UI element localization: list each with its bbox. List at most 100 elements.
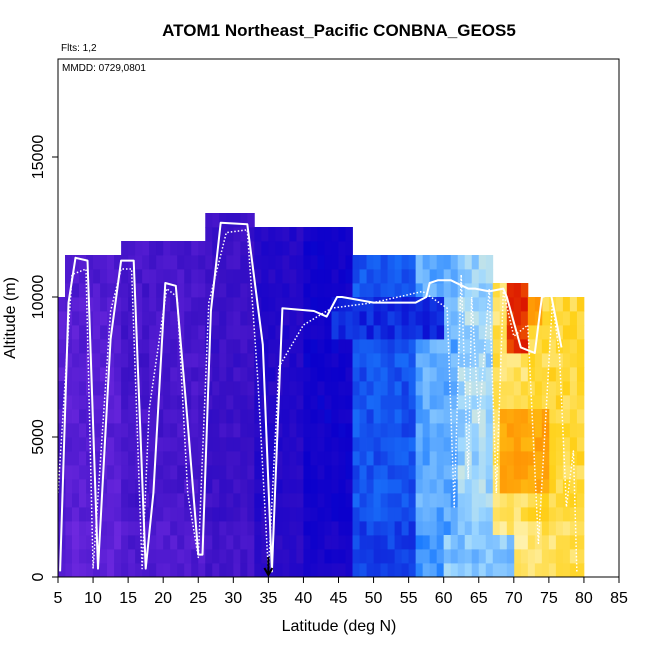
heatmap-cell: [275, 549, 283, 564]
heatmap-cell: [128, 437, 136, 452]
heatmap-cell: [149, 535, 157, 550]
heatmap-cell: [121, 521, 129, 536]
heatmap-cell: [443, 549, 452, 564]
heatmap-cell: [569, 507, 578, 522]
heatmap-cell: [548, 535, 557, 550]
heatmap-cell: [331, 353, 339, 368]
heatmap-cell: [422, 479, 431, 494]
heatmap-cell: [268, 521, 276, 536]
heatmap-cell: [513, 521, 522, 536]
heatmap-cell: [128, 241, 136, 256]
heatmap-cell: [359, 409, 367, 424]
heatmap-cell: [156, 437, 164, 452]
heatmap-cell: [156, 241, 164, 256]
heatmap-cell: [317, 521, 325, 536]
heatmap-cell: [93, 423, 101, 438]
heatmap-cell: [177, 479, 185, 494]
heatmap-cell: [359, 325, 367, 340]
heatmap-cell: [520, 563, 529, 577]
heatmap-cell: [555, 409, 564, 424]
heatmap-cell: [233, 535, 241, 550]
heatmap-cell: [408, 269, 417, 284]
heatmap-cell: [303, 311, 311, 326]
heatmap-cell: [205, 409, 213, 424]
heatmap-cell: [569, 381, 578, 396]
heatmap-cell: [212, 563, 220, 577]
x-tick-label: 15: [119, 590, 137, 607]
heatmap-cell: [282, 409, 290, 424]
heatmap-cell: [324, 451, 332, 466]
heatmap-cell: [177, 493, 185, 508]
heatmap-cell: [401, 367, 410, 382]
heatmap-cell: [548, 507, 557, 522]
heatmap-cell: [464, 283, 473, 298]
heatmap-cell: [177, 423, 185, 438]
heatmap-cell: [296, 325, 304, 340]
heatmap-cell: [226, 465, 234, 480]
heatmap-cell: [485, 395, 494, 410]
heatmap-cell: [261, 325, 269, 340]
heatmap-cell: [128, 381, 136, 396]
heatmap-cell: [226, 395, 234, 410]
heatmap-cell: [191, 325, 199, 340]
heatmap-cell: [366, 493, 374, 508]
heatmap-cell: [128, 409, 136, 424]
heatmap-cell: [345, 395, 353, 410]
heatmap-cell: [464, 493, 473, 508]
heatmap-cell: [359, 339, 367, 354]
heatmap-cell: [345, 311, 353, 326]
heatmap-cell: [114, 325, 122, 340]
heatmap-cell: [485, 423, 494, 438]
heatmap-cell: [555, 521, 564, 536]
heatmap-cell: [457, 339, 466, 354]
heatmap-cell: [331, 339, 339, 354]
heatmap-cell: [247, 521, 255, 536]
heatmap-cell: [387, 549, 395, 564]
heatmap-cell: [79, 339, 87, 354]
heatmap-cell: [436, 311, 445, 326]
heatmap-cell: [93, 353, 101, 368]
heatmap-cell: [163, 395, 171, 410]
heatmap-cell: [170, 535, 178, 550]
heatmap-cell: [219, 227, 227, 242]
flight-track-dotted-line: [58, 229, 578, 573]
heatmap-cell: [93, 283, 101, 298]
heatmap-cell: [373, 451, 381, 466]
heatmap-cell: [457, 311, 466, 326]
heatmap-cell: [65, 353, 73, 368]
heatmap-cell: [135, 241, 143, 256]
heatmap-cell: [310, 507, 318, 522]
heatmap-cell: [282, 535, 290, 550]
heatmap-cell: [345, 465, 353, 480]
heatmap-cell: [429, 325, 438, 340]
heatmap-cell: [58, 465, 66, 480]
heatmap-cell: [422, 493, 431, 508]
heatmap-cell: [562, 549, 571, 564]
heatmap-cell: [149, 465, 157, 480]
heatmap-cell: [86, 493, 94, 508]
heatmap-cell: [282, 507, 290, 522]
heatmap-cell: [436, 423, 445, 438]
heatmap-cell: [422, 255, 431, 270]
heatmap-cell: [317, 465, 325, 480]
heatmap-cell: [387, 521, 395, 536]
heatmap-cell: [478, 423, 487, 438]
heatmap-cell: [345, 367, 353, 382]
heatmap-cell: [415, 465, 424, 480]
heatmap-cell: [268, 255, 276, 270]
heatmap-cell: [478, 395, 487, 410]
heatmap-cell: [198, 409, 206, 424]
heatmap-cell: [562, 381, 571, 396]
heatmap-cell: [170, 325, 178, 340]
heatmap-cell: [380, 479, 388, 494]
heatmap-cell: [100, 437, 108, 452]
heatmap-cell: [156, 311, 164, 326]
heatmap-cell: [569, 493, 578, 508]
heatmap-cell: [121, 465, 129, 480]
heatmap-cell: [485, 311, 494, 326]
heatmap-cell: [422, 395, 431, 410]
heatmap-cell: [219, 409, 227, 424]
heatmap-cell: [163, 563, 171, 577]
heatmap-cell: [338, 255, 346, 270]
heatmap-cell: [163, 255, 171, 270]
